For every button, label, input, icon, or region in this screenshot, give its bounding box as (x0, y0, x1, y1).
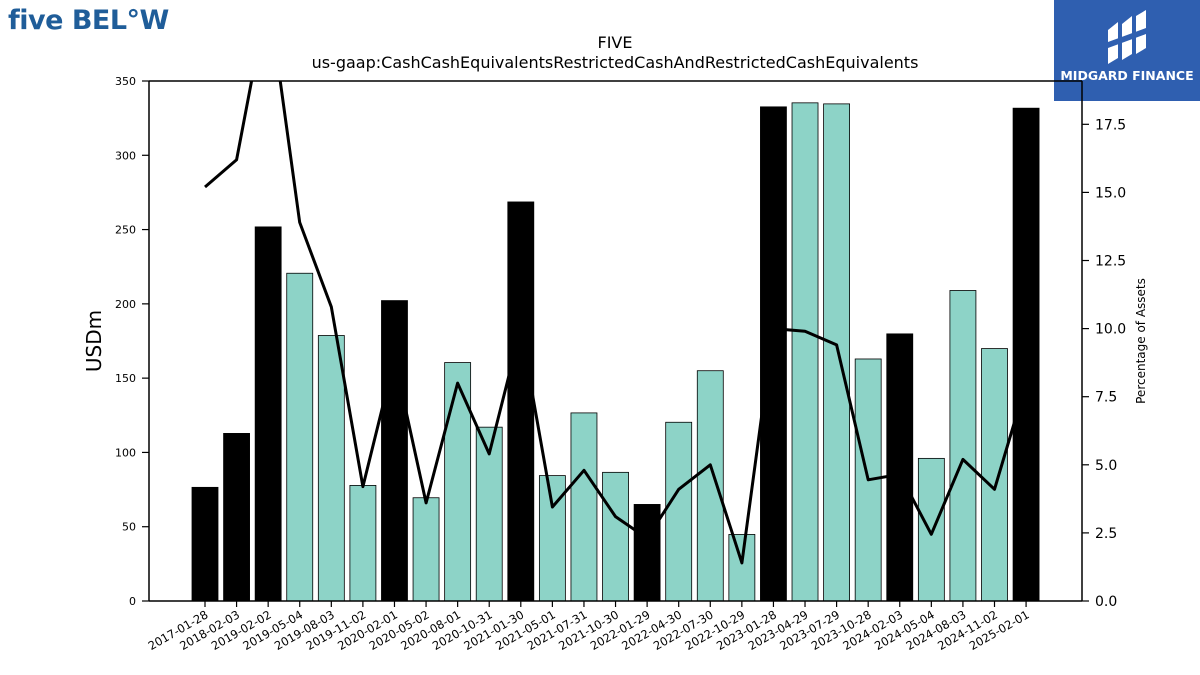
bar (917, 457, 945, 602)
bar (791, 102, 819, 602)
y2-tick-label: 10.0 (1095, 322, 1126, 338)
y2-tick-label: 12.5 (1095, 254, 1126, 270)
percent-line-series (204, 81, 1028, 565)
bar-series (191, 102, 1040, 602)
bar (981, 348, 1008, 602)
y2-axis-ticks: 0.0 2.5 5.0 7.5 10.0 12.5 15.0 17.5 (1082, 117, 1126, 610)
y-tick-label: 100 (115, 446, 136, 459)
bar (1012, 107, 1040, 602)
bar (381, 300, 408, 602)
bar (886, 333, 914, 602)
y2-tick-label: 7.5 (1095, 390, 1117, 406)
y-tick-label: 300 (115, 149, 136, 162)
y-tick-label: 0 (129, 595, 136, 608)
y-tick-label: 150 (115, 372, 136, 385)
y2-tick-label: 2.5 (1095, 526, 1117, 542)
x-axis-ticks: 2017-01-282018-02-032019-02-022019-05-04… (146, 601, 1032, 653)
bar (475, 426, 503, 602)
bar (823, 103, 850, 602)
y-tick-label: 250 (115, 224, 136, 237)
bar (633, 504, 661, 602)
bar (444, 362, 472, 602)
bar (191, 486, 219, 602)
bar (665, 421, 693, 602)
bar (760, 106, 787, 602)
y-tick-label: 350 (115, 75, 136, 88)
bar (349, 485, 377, 602)
bar (317, 335, 345, 602)
midgard-finance-logo: MIDGARD FINANCE (1054, 0, 1200, 101)
bar (570, 412, 598, 602)
y-axis-label: USDm (82, 310, 106, 372)
bar (286, 272, 314, 602)
y2-tick-label: 15.0 (1095, 185, 1126, 201)
y2-tick-label: 0.0 (1095, 594, 1117, 610)
bar (412, 497, 440, 602)
bar (696, 370, 724, 602)
y2-tick-label: 17.5 (1095, 117, 1126, 133)
bar (728, 534, 756, 602)
five-below-logo: five BEL°W (8, 5, 169, 36)
chart-title: FIVE (598, 33, 633, 52)
bar (602, 471, 629, 602)
y2-tick-label: 5.0 (1095, 458, 1117, 474)
bar (254, 226, 282, 602)
bar (949, 290, 977, 602)
midgard-finance-name: MIDGARD FINANCE (1060, 68, 1194, 83)
y2-axis-label: Percentage of Assets (1134, 278, 1148, 404)
bar (507, 201, 535, 602)
y-tick-label: 200 (115, 298, 136, 311)
percent-line (204, 81, 1028, 565)
y-axis-ticks: 0 50 100 150 200 250 300 350 (115, 75, 149, 608)
bar (223, 433, 250, 602)
chart-subtitle: us-gaap:CashCashEquivalentsRestrictedCas… (312, 53, 919, 72)
midgard-mark-icon (1108, 10, 1146, 64)
y-tick-label: 50 (122, 521, 136, 534)
